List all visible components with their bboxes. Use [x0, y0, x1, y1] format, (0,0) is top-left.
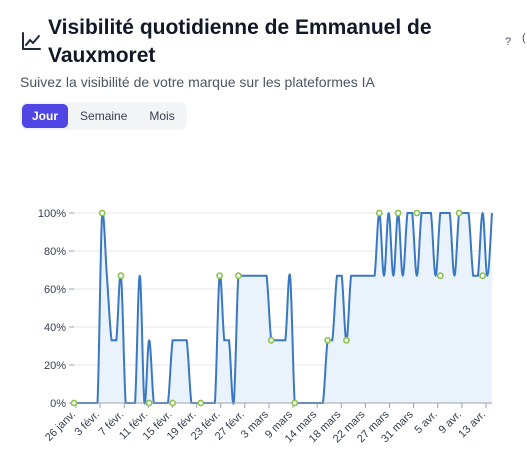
data-point — [375, 209, 383, 217]
tab-week[interactable]: Semaine — [70, 104, 137, 128]
tab-month[interactable]: Mois — [139, 104, 184, 128]
help-icon[interactable]: ? — [504, 36, 512, 48]
data-point — [479, 272, 487, 280]
period-selector: Jour Semaine Mois — [20, 102, 187, 130]
data-point — [216, 272, 223, 280]
data-point — [98, 209, 106, 217]
x-tick-label: 5 avr. — [412, 409, 440, 437]
y-tick-label: 20% — [44, 360, 66, 372]
data-point — [324, 336, 332, 344]
page-title: Visibilité quotidienne de Emmanuel de Va… — [48, 16, 432, 67]
page-subtitle: Suivez la visibilité de votre marque sur… — [20, 74, 375, 90]
x-tick-label: 13 avr. — [456, 409, 488, 441]
series-area — [74, 212, 492, 404]
data-point — [455, 209, 463, 217]
data-point — [70, 399, 78, 407]
data-point — [267, 336, 275, 344]
tab-day[interactable]: Jour — [22, 104, 69, 128]
data-point — [394, 209, 402, 217]
data-point — [234, 272, 242, 280]
data-point — [436, 272, 444, 280]
data-point — [413, 209, 421, 217]
x-tick-label: 26 janv. — [43, 409, 78, 444]
data-point — [169, 399, 177, 407]
y-tick-label: 80% — [44, 246, 66, 258]
help-icon-edge: ( — [522, 32, 526, 44]
x-tick-label: 3 févr. — [73, 409, 103, 439]
data-point — [145, 399, 153, 407]
y-tick-label: 0% — [50, 398, 66, 410]
series-line — [74, 211, 493, 405]
data-point — [291, 399, 299, 407]
data-point — [117, 272, 125, 280]
y-tick-label: 60% — [44, 284, 66, 296]
data-point — [197, 399, 205, 407]
y-tick-label: 40% — [44, 322, 66, 334]
visibility-line-chart: 0%20%40%60%80%100%26 janv.3 févr.7 févr.… — [38, 208, 493, 445]
data-point — [343, 336, 350, 344]
line-chart-icon — [20, 30, 42, 52]
y-tick-label: 100% — [38, 208, 66, 220]
